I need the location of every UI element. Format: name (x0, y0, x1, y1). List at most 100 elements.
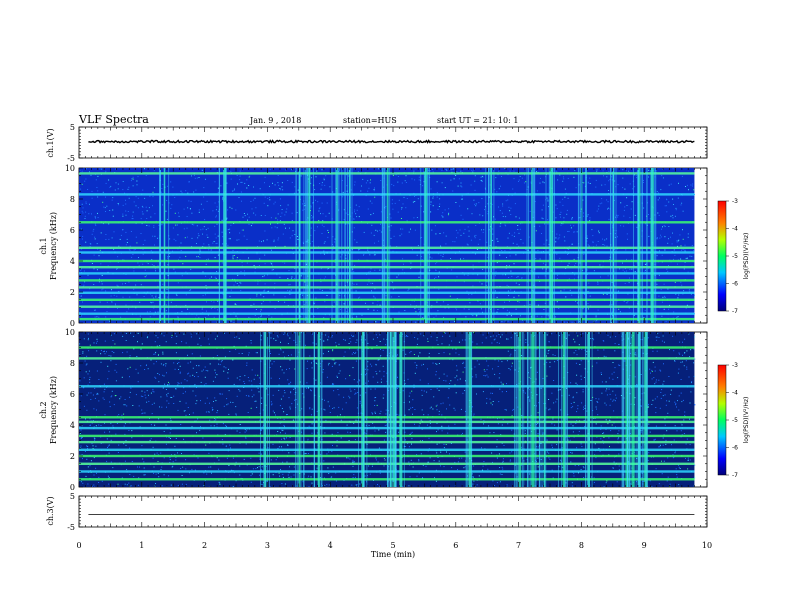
spectrogram-speckle (617, 290, 619, 292)
spectrogram-speckle (106, 351, 107, 353)
spectrogram-speckle (342, 191, 344, 193)
spectrogram-speckle (250, 201, 252, 202)
spectrogram-speckle (560, 290, 562, 292)
spectrogram-speckle (112, 340, 114, 341)
spectrogram-speckle (270, 377, 272, 379)
spectrogram-burst (651, 168, 653, 323)
spectrogram-speckle (340, 437, 342, 439)
spectrogram-speckle (459, 378, 461, 380)
spectrogram-speckle (411, 431, 413, 433)
spectrogram-speckle (571, 294, 573, 296)
spectrogram-speckle (342, 408, 343, 410)
spectrogram-speckle (227, 244, 229, 246)
spectrogram-speckle (367, 249, 369, 251)
spectrogram-speckle (114, 189, 116, 191)
spectrogram-speckle (80, 445, 82, 447)
spectrogram-speckle (401, 207, 403, 209)
spectrogram-speckle (511, 415, 513, 417)
spectrogram-speckle (93, 457, 95, 459)
spectrogram-speckle (174, 212, 176, 214)
spectrogram-speckle (324, 409, 326, 411)
spectrogram-speckle (598, 447, 600, 449)
spectrogram-speckle (405, 439, 406, 441)
spectrogram-speckle (115, 363, 117, 365)
spectrogram-speckle (555, 170, 557, 172)
spectrogram-speckle (147, 368, 149, 370)
spectrogram-speckle (349, 388, 351, 390)
spectrogram-speckle (87, 447, 89, 449)
spectrogram-speckle (306, 368, 308, 370)
spectrogram-speckle (177, 316, 179, 318)
spectrogram-speckle (188, 181, 190, 183)
spectrogram-speckle (189, 472, 191, 474)
spectrogram-speckle (355, 290, 357, 292)
spectrogram-speckle (682, 210, 684, 212)
spectrogram-speckle (223, 332, 225, 334)
spectrogram-speckle (690, 349, 692, 351)
spectrogram-speckle (370, 388, 372, 390)
spectrogram-speckle (528, 236, 530, 238)
spectrogram-speckle (389, 414, 391, 416)
spectrogram-speckle (460, 408, 462, 410)
spectrogram-speckle (152, 297, 154, 299)
spectrogram-speckle (93, 254, 95, 256)
spectrogram-speckle (369, 254, 371, 256)
spectrogram-speckle (530, 270, 532, 272)
spectrogram-speckle (662, 395, 664, 397)
spectrogram-speckle (232, 486, 234, 487)
spectrogram-burst (299, 168, 301, 323)
spectrogram-speckle (444, 187, 446, 189)
spectrogram-speckle (622, 177, 624, 179)
spectrogram-speckle (84, 218, 86, 219)
spectrogram-speckle (673, 258, 674, 260)
spectrogram-speckle (598, 230, 600, 232)
spectrogram-speckle (354, 389, 356, 390)
spectrogram-speckle (153, 307, 155, 309)
spectrogram-speckle (335, 472, 337, 474)
spectrogram-speckle (568, 394, 570, 396)
spectrogram-speckle (474, 189, 476, 191)
spectrogram-speckle (487, 376, 489, 378)
spectrogram-speckle (280, 205, 282, 207)
spectrogram-speckle (486, 374, 488, 376)
spectrogram-speckle (412, 249, 413, 251)
spectrogram-speckle (106, 205, 108, 207)
spectrogram-speckle (408, 485, 410, 487)
spectrogram-speckle (374, 269, 376, 271)
spectrogram-speckle (435, 374, 437, 376)
spectrogram-speckle (229, 295, 231, 297)
spectrogram-speckle (385, 419, 387, 421)
spectrogram-speckle (87, 466, 89, 468)
spectrogram-speckle (217, 187, 219, 189)
spectrogram-speckle (217, 254, 219, 256)
spectrogram-speckle (112, 425, 114, 427)
spectrogram-speckle (178, 215, 180, 217)
spectrogram-speckle (601, 202, 603, 204)
spectrogram-speckle (535, 258, 537, 259)
spectrogram-speckle (233, 255, 235, 256)
spectrogram-speckle (481, 179, 483, 181)
spectrogram-speckle (365, 433, 367, 435)
spectrogram-speckle (125, 333, 127, 334)
spectrogram-speckle (482, 215, 484, 217)
spectrogram-speckle (537, 412, 539, 414)
spectrogram-speckle (452, 241, 454, 243)
spectrogram-speckle (133, 201, 135, 203)
spectrogram-speckle (587, 220, 589, 222)
spectrogram-speckle (291, 276, 293, 278)
spectrogram-speckle (644, 270, 646, 272)
spectrogram-speckle (409, 401, 410, 403)
spectrogram-speckle (144, 391, 146, 393)
spectrogram-speckle (206, 259, 207, 261)
spectrogram-speckle (122, 189, 124, 191)
spectrogram-speckle (331, 365, 333, 367)
spectrogram-speckle (611, 179, 613, 181)
spectrogram-speckle (378, 447, 380, 449)
spectrogram-speckle (162, 204, 164, 206)
spectrogram-speckle (276, 274, 278, 276)
spectrogram-speckle (120, 396, 122, 398)
spectrogram-speckle (174, 271, 176, 273)
spectrogram-speckle (134, 248, 136, 250)
spectrogram-speckle (208, 411, 210, 413)
spectrogram-speckle (516, 276, 518, 278)
